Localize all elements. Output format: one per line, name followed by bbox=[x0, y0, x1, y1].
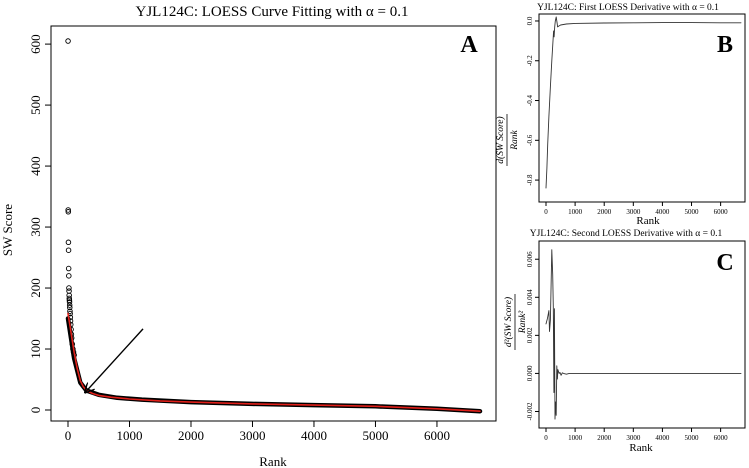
panel-a-point bbox=[66, 285, 72, 291]
panel-b-title: YJL124C: First LOESS Derivative with α =… bbox=[537, 3, 719, 13]
panel-a-point bbox=[66, 302, 73, 308]
panel-b-xtick-label: 3000 bbox=[626, 208, 641, 216]
panel-c-xtick-label: 0 bbox=[544, 434, 548, 442]
panel-b-plot-area bbox=[538, 13, 746, 203]
panel-a-ytick-label: 200 bbox=[28, 278, 43, 298]
panel-a-ytick-label: 600 bbox=[28, 34, 43, 54]
panel-c-xtick-label: 2000 bbox=[597, 434, 612, 442]
panel-c-xlabel: Rank bbox=[629, 442, 653, 454]
panel-c-ylabel: d²(SW Score) Rank² bbox=[503, 294, 528, 350]
panel-a-xtick-label: 1000 bbox=[116, 428, 142, 443]
panel-b-xtick-label: 5000 bbox=[685, 208, 700, 216]
panel-a-xtick-label: 4000 bbox=[301, 428, 327, 443]
panel-b-ylabel-denominator: Rank bbox=[510, 129, 520, 150]
panel-b-ytick-label: -0.2 bbox=[526, 55, 534, 67]
panel-c-xtick-label: 5000 bbox=[685, 434, 700, 442]
panel-b-letter: B bbox=[717, 32, 733, 58]
panel-b-ytick-label: -0.8 bbox=[526, 174, 534, 186]
panel-a-point bbox=[66, 295, 73, 302]
panel-c-ytick-label: 0.000 bbox=[526, 365, 534, 381]
panel-b-xtick-label: 1000 bbox=[568, 208, 583, 216]
panel-a-plot-area bbox=[50, 25, 497, 422]
panel-c-letter: C bbox=[716, 250, 733, 276]
panel-b-ytick-label: -0.4 bbox=[526, 94, 534, 106]
panel-a-letter: A bbox=[460, 32, 478, 58]
panel-a-arrow bbox=[86, 328, 144, 392]
panel-a-point bbox=[67, 304, 73, 311]
panel-a-ytick-label: 0 bbox=[28, 407, 43, 414]
panel-a-title: YJL124C: LOESS Curve Fitting with α = 0.… bbox=[135, 4, 408, 20]
panel-a-xtick-label: 3000 bbox=[239, 428, 265, 443]
panel-b-ylabel: d(SW Score) Rank bbox=[495, 114, 520, 166]
panel-a-point bbox=[65, 265, 72, 272]
panel-a: YJL124C: LOESS Curve Fitting with α = 0.… bbox=[0, 4, 497, 468]
panel-a-point bbox=[65, 239, 72, 246]
panel-b: YJL124C: First LOESS Derivative with α =… bbox=[495, 3, 746, 227]
panel-a-point bbox=[65, 209, 72, 215]
panel-a-ylabel: SW Score bbox=[0, 204, 15, 256]
panel-b-xtick-label: 4000 bbox=[655, 208, 670, 216]
panel-a-point bbox=[67, 308, 73, 314]
panel-b-ytick-label: -0.6 bbox=[526, 134, 534, 146]
panel-c-ytick-label: 0.006 bbox=[526, 251, 534, 267]
panel-a-point bbox=[66, 299, 73, 305]
panel-c-ylabel-denominator: Rank² bbox=[518, 311, 528, 335]
panel-b-ylabel-numerator: d(SW Score) bbox=[495, 116, 506, 163]
panel-c-ylabel-numerator: d²(SW Score) bbox=[503, 297, 514, 347]
panel-a-xtick-label: 0 bbox=[65, 428, 72, 443]
panel-c-title: YJL124C: Second LOESS Derivative with α … bbox=[530, 229, 723, 239]
panel-b-ytick-label: 0.0 bbox=[526, 16, 534, 25]
panel-a-xtick-label: 6000 bbox=[424, 428, 450, 443]
panel-b-xtick-label: 0 bbox=[544, 208, 548, 216]
panel-a-ytick-label: 500 bbox=[28, 95, 43, 115]
panel-c-xtick-label: 6000 bbox=[714, 434, 729, 442]
panel-a-loess-fit-line bbox=[67, 312, 481, 413]
panel-c-ytick-label: 0.004 bbox=[526, 289, 534, 305]
panel-a-ytick-label: 100 bbox=[28, 339, 43, 359]
panel-a-point bbox=[65, 38, 71, 44]
panel-c-ytick-label: -0.002 bbox=[526, 402, 534, 421]
panel-c: YJL124C: Second LOESS Derivative with α … bbox=[503, 229, 746, 454]
panel-a-xtick-label: 2000 bbox=[178, 428, 204, 443]
panel-c-ytick-label: 0.002 bbox=[526, 327, 534, 343]
panel-a-point bbox=[65, 247, 72, 253]
panel-c-derivative-line bbox=[545, 249, 742, 420]
panel-b-derivative-line bbox=[545, 16, 742, 189]
panel-a-xlabel: Rank bbox=[259, 454, 287, 468]
panel-a-point bbox=[65, 207, 71, 213]
panel-c-xtick-label: 1000 bbox=[568, 434, 583, 442]
panel-a-xtick-label: 5000 bbox=[362, 428, 388, 443]
panel-a-ytick-label: 300 bbox=[28, 217, 43, 237]
panel-c-plot-area bbox=[538, 240, 746, 429]
panel-b-xlabel: Rank bbox=[636, 215, 660, 227]
panel-c-xtick-label: 3000 bbox=[626, 434, 641, 442]
panel-c-xtick-label: 4000 bbox=[655, 434, 670, 442]
panel-a-ytick-label: 400 bbox=[28, 156, 43, 176]
panel-b-xtick-label: 6000 bbox=[714, 208, 729, 216]
panel-a-dense-points bbox=[65, 316, 483, 414]
panel-a-point bbox=[66, 273, 72, 279]
panel-b-xtick-label: 2000 bbox=[597, 208, 612, 216]
